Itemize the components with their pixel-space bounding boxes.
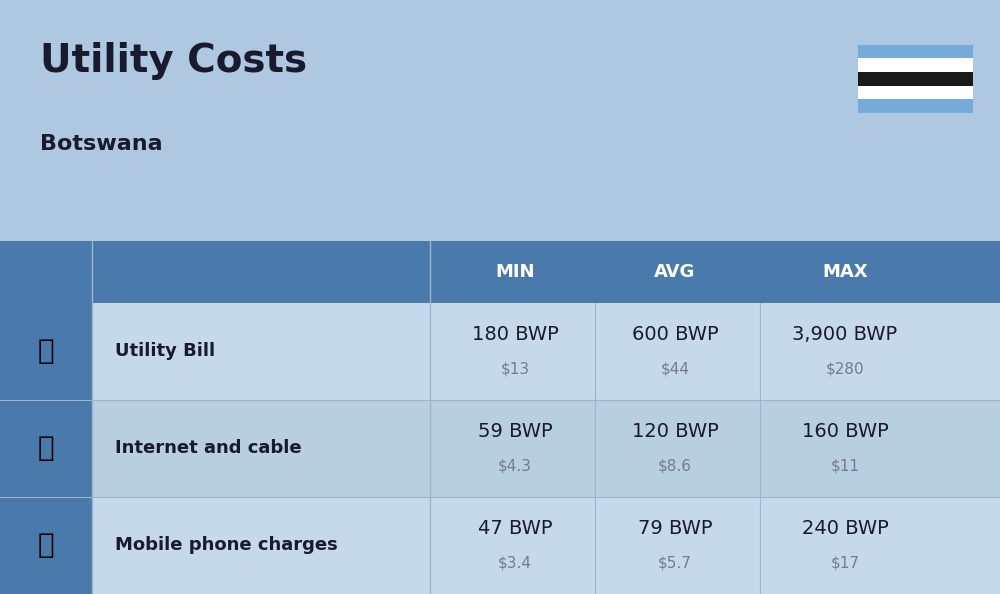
Text: Internet and cable: Internet and cable [115, 440, 302, 457]
Text: $4.3: $4.3 [498, 459, 532, 474]
Text: Utility Costs: Utility Costs [40, 42, 307, 80]
Text: 160 BWP: 160 BWP [802, 422, 888, 441]
Text: $8.6: $8.6 [658, 459, 692, 474]
Text: 📱: 📱 [38, 532, 54, 560]
Text: 📶: 📶 [38, 434, 54, 463]
Text: $3.4: $3.4 [498, 556, 532, 571]
Text: 180 BWP: 180 BWP [472, 326, 558, 345]
Bar [858, 86, 973, 99]
Text: 🔌: 🔌 [38, 337, 54, 365]
Text: 600 BWP: 600 BWP [632, 326, 718, 345]
Text: Botswana: Botswana [40, 134, 163, 154]
Text: $44: $44 [660, 362, 690, 377]
Text: Mobile phone charges: Mobile phone charges [115, 536, 338, 554]
Bar [0, 400, 1000, 497]
Text: $17: $17 [830, 556, 860, 571]
Bar [0, 241, 1000, 303]
Text: $5.7: $5.7 [658, 556, 692, 571]
Text: $280: $280 [826, 362, 864, 377]
Text: 79 BWP: 79 BWP [638, 519, 712, 538]
Text: 3,900 BWP: 3,900 BWP [792, 326, 898, 345]
Text: $13: $13 [500, 362, 530, 377]
Text: MIN: MIN [495, 263, 535, 281]
Text: Utility Bill: Utility Bill [115, 343, 215, 361]
Bar [0, 303, 92, 400]
Text: 120 BWP: 120 BWP [632, 422, 718, 441]
Text: MAX: MAX [822, 263, 868, 281]
Bar [858, 58, 973, 72]
Text: 240 BWP: 240 BWP [802, 519, 888, 538]
Text: $11: $11 [830, 459, 860, 474]
Bar [0, 497, 92, 594]
Bar [0, 400, 92, 497]
Bar [0, 497, 1000, 594]
Bar [858, 99, 973, 113]
Bar [858, 72, 973, 86]
Text: 59 BWP: 59 BWP [478, 422, 552, 441]
Bar [858, 45, 973, 58]
Text: 47 BWP: 47 BWP [478, 519, 552, 538]
Bar [0, 303, 1000, 400]
Text: AVG: AVG [654, 263, 696, 281]
